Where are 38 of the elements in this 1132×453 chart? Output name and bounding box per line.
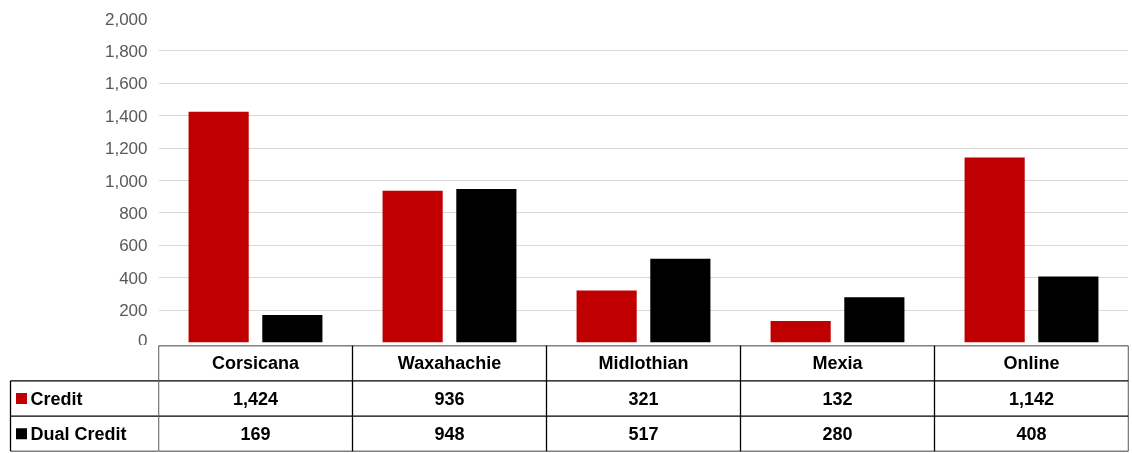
y-tick-label: 400 [119,268,148,288]
bar [382,190,443,343]
x-tick-label: Online [1003,353,1060,374]
bar [188,111,249,343]
x-tick-label: Midlothian [598,353,689,374]
legend-label: Dual Credit [30,423,127,444]
bar [770,321,831,343]
data-label: 517 [628,424,659,445]
data-label: 169 [240,424,271,445]
data-label: 948 [434,424,465,445]
y-tick-label: 1,600 [104,74,148,94]
x-tick-label: Corsicana [211,353,301,374]
data-label: 1,424 [232,389,279,409]
legend-label: Credit [30,388,83,409]
y-tick-label: 0 [138,330,148,350]
bar [262,315,323,343]
data-label: 132 [822,389,853,409]
y-tick-label: 2,000 [104,9,148,29]
y-tick-label: 1,200 [104,139,148,159]
bar [1038,276,1099,343]
y-tick-label: 200 [119,301,148,321]
bar [844,297,905,343]
data-label: 936 [434,389,465,409]
y-tick-label: 600 [119,236,148,256]
data-label: 321 [628,389,659,409]
y-tick-label: 1,400 [104,106,148,126]
y-tick-label: 1,800 [104,41,148,61]
data-label: 408 [1016,424,1047,445]
y-tick-label: 1,000 [104,171,148,191]
y-tick-label: 800 [119,203,148,223]
x-tick-label: Waxahachie [397,353,502,374]
bar [456,188,517,343]
data-label: 280 [822,424,853,445]
data-label: 1,142 [1008,389,1055,409]
bar [576,290,637,343]
x-tick-label: Mexia [812,353,864,374]
bar [650,258,711,343]
bar [964,157,1025,343]
